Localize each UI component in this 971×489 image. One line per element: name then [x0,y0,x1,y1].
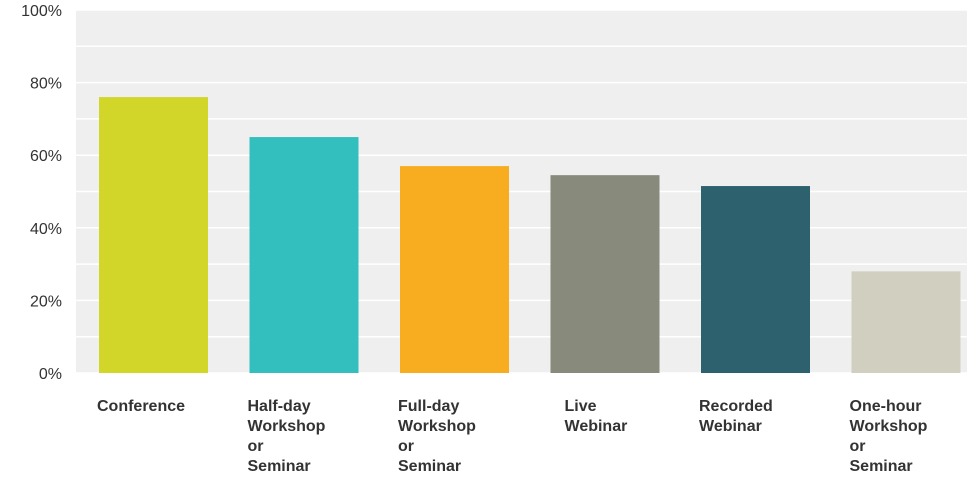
y-tick-label: 80% [30,76,62,93]
x-category-label: Live Webinar [565,397,675,437]
bar [99,97,208,373]
x-category-label: One-hour Workshop or Seminar [850,397,960,477]
y-axis-ticks: 0% 20% 40% 60% 80% 100% [21,3,62,383]
bar [852,271,961,373]
y-tick-label: 100% [21,3,62,20]
y-tick-label: 60% [30,148,62,165]
x-category-label: Full-day Workshop or Seminar [398,397,508,477]
x-category-label: Half-day Workshop or Seminar [248,397,358,477]
y-tick-label: 0% [39,366,62,383]
bar [701,186,810,373]
x-category-label: Recorded Webinar [699,397,809,437]
bar [250,137,359,373]
y-tick-label: 20% [30,293,62,310]
bar [400,166,509,373]
bar [551,175,660,373]
x-category-label: Conference [97,397,207,417]
y-tick-label: 40% [30,221,62,238]
